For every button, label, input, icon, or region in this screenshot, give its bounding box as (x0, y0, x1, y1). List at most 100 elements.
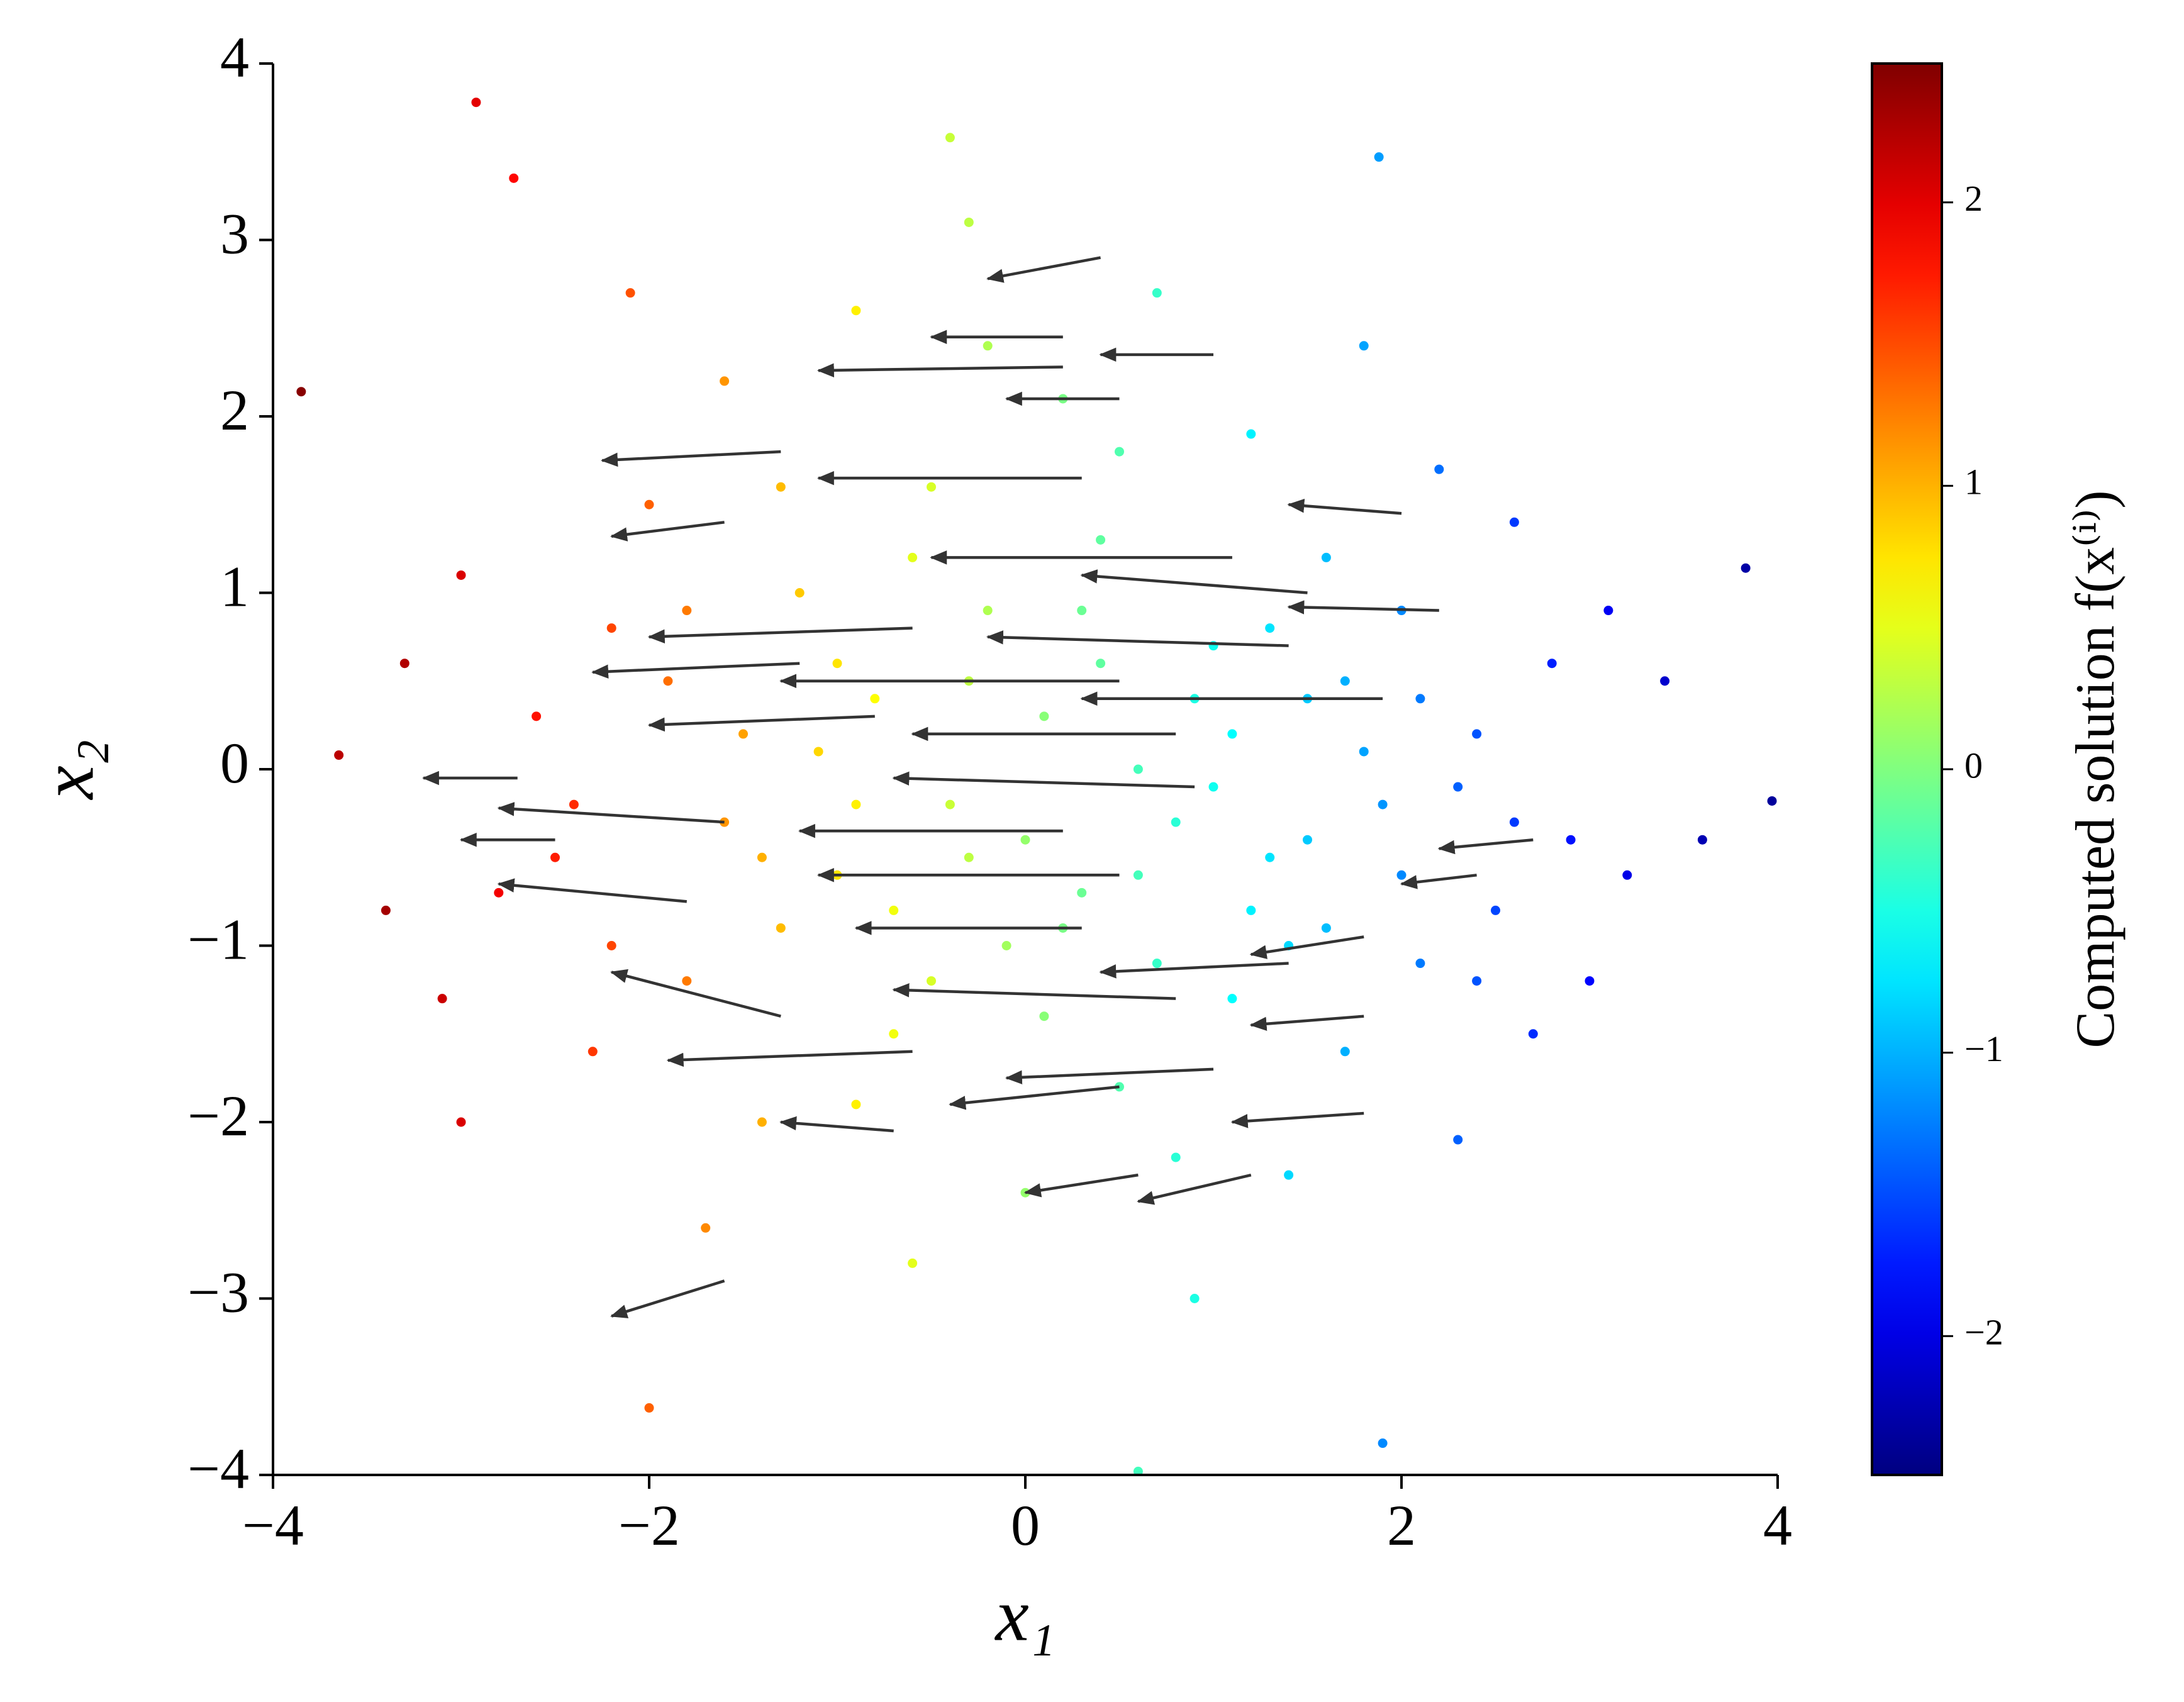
scatter-point (494, 887, 504, 898)
scatter-point (1246, 905, 1256, 915)
scatter-point (1077, 606, 1087, 616)
scatter-point (701, 1223, 711, 1233)
scatter-point (625, 288, 635, 298)
colorbar-label: Computed solution f(x⁽ⁱ⁾) (2065, 490, 2126, 1048)
scatter-point (1472, 729, 1482, 739)
scatter-point (456, 570, 466, 580)
quiver-arrow (610, 969, 781, 1018)
quiver-arrow (497, 878, 688, 903)
scatter-point (532, 711, 542, 721)
x-tick-label: 0 (1011, 1493, 1040, 1557)
quiver-arrow (610, 1279, 725, 1318)
scatter-point (1415, 694, 1425, 704)
scatter-point (832, 659, 842, 669)
scatter-point (1227, 994, 1237, 1004)
scatter-point (1227, 729, 1237, 739)
y-tick-label: 0 (220, 731, 249, 795)
scatter-point (1472, 976, 1482, 986)
scatter-point (1547, 659, 1557, 669)
quiver-arrow (1400, 874, 1477, 889)
scatter-point (296, 387, 306, 397)
scatter-point (757, 1117, 767, 1127)
scatter-point (569, 799, 579, 809)
quiver-arrow (779, 1116, 894, 1133)
colorbar-tick-label: −1 (1964, 1028, 2003, 1069)
scatter-point (1340, 676, 1350, 686)
scatter-point (776, 923, 786, 933)
x-tick-label: 2 (1387, 1493, 1416, 1557)
scatter-point (1321, 552, 1331, 562)
quiver-arrow (892, 983, 1176, 1000)
scatter-point (983, 606, 993, 616)
quiver-arrow (610, 521, 725, 542)
scatter-point (334, 750, 344, 760)
scatter-point (1171, 1152, 1181, 1162)
quiver-arrow (497, 802, 725, 824)
scatter-point (964, 852, 974, 862)
scatter-point (1001, 941, 1011, 950)
quiver-arrow (949, 1085, 1120, 1110)
quiver-arrow (601, 450, 781, 467)
scatter-point (738, 729, 748, 739)
scatter-point (964, 217, 974, 227)
scatter-point (1415, 959, 1425, 969)
scatter-point (870, 694, 880, 704)
scatter-point (606, 623, 616, 633)
quiver-arrow (591, 662, 800, 679)
colorbar-tick-label: 2 (1964, 178, 1983, 219)
scatter-point (588, 1047, 598, 1057)
quiver-arrow (647, 626, 913, 644)
scatter-point (1152, 288, 1162, 298)
scatter-point (1453, 782, 1463, 792)
quiver-arrow (1437, 838, 1534, 855)
y-tick-label: 4 (220, 25, 249, 89)
scatter-point (1528, 1029, 1538, 1039)
scatter-point (776, 482, 786, 492)
y-tick-label: 2 (220, 378, 249, 442)
scatter-point (851, 799, 861, 809)
x-tick-label: 4 (1763, 1493, 1792, 1557)
quiver-arrow (816, 363, 1063, 377)
scatter-point (682, 606, 692, 616)
scatter-point (509, 173, 519, 183)
scatter-point (1359, 747, 1369, 757)
x-axis-label: x₁ (994, 1573, 1056, 1657)
scatter-point (1660, 676, 1670, 686)
quiver-arrow (1249, 935, 1364, 959)
scatter-point (399, 659, 410, 669)
quiver-arrow (666, 1050, 913, 1067)
x-tick-label: −2 (618, 1493, 680, 1557)
scatter-point (456, 1117, 466, 1127)
scatter-point (550, 852, 560, 862)
scatter-point (1077, 887, 1087, 898)
scatter-point (1340, 1047, 1350, 1057)
scatter-point (851, 306, 861, 316)
quiver-arrow (1080, 569, 1308, 594)
scatter-point (1509, 817, 1519, 827)
scatter-point (663, 676, 673, 686)
quiver-arrow (986, 630, 1289, 647)
scatter-point (945, 799, 955, 809)
y-tick-label: 1 (220, 555, 249, 619)
scatter-point (1697, 835, 1707, 845)
scatter-point (851, 1099, 861, 1110)
scatter-point (1378, 799, 1388, 809)
scatter-point (1566, 835, 1576, 845)
colorbar (1871, 62, 1943, 1476)
scatter-point (757, 852, 767, 862)
scatter-point (1509, 517, 1519, 527)
quiver-arrow (986, 256, 1101, 283)
scatter-point (437, 994, 447, 1004)
scatter-point (1208, 782, 1218, 792)
scatter-point (889, 1029, 899, 1039)
scatter-point (908, 1258, 918, 1268)
scatter-point (1190, 1294, 1200, 1303)
quiver-arrow (1005, 1067, 1214, 1085)
y-axis-label: x₂ (26, 740, 109, 801)
scatter-point (720, 376, 730, 386)
quiver-arrow (1287, 600, 1439, 615)
scatter-point (1246, 429, 1256, 439)
quiver-arrow (892, 771, 1195, 789)
scatter-point (1039, 1011, 1049, 1021)
scatter-point (1374, 152, 1384, 162)
